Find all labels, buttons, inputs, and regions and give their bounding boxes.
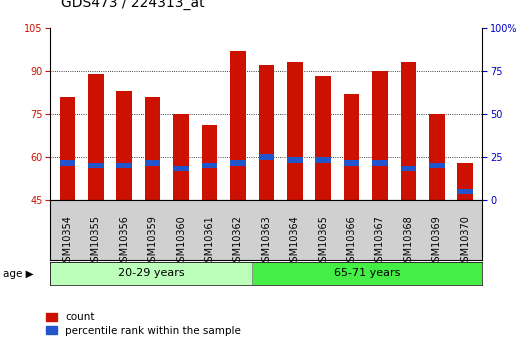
Bar bbox=[259, 65, 274, 200]
Bar bbox=[315, 77, 331, 200]
Bar bbox=[202, 125, 217, 200]
Text: age ▶: age ▶ bbox=[3, 269, 33, 279]
Bar bbox=[173, 166, 189, 171]
Bar bbox=[59, 160, 75, 166]
Bar bbox=[252, 262, 482, 285]
Bar bbox=[429, 114, 445, 200]
Bar bbox=[344, 160, 359, 166]
Bar bbox=[457, 189, 473, 194]
Legend: count, percentile rank within the sample: count, percentile rank within the sample bbox=[42, 308, 245, 340]
Bar bbox=[230, 160, 246, 166]
Bar bbox=[315, 157, 331, 163]
Text: 65-71 years: 65-71 years bbox=[334, 268, 400, 278]
Bar bbox=[145, 160, 161, 166]
Bar bbox=[202, 163, 217, 168]
Bar bbox=[287, 62, 303, 200]
Bar bbox=[50, 262, 252, 285]
Bar bbox=[287, 157, 303, 163]
Bar bbox=[173, 114, 189, 200]
Bar bbox=[230, 51, 246, 200]
Bar bbox=[457, 163, 473, 200]
Bar bbox=[372, 160, 388, 166]
Bar bbox=[429, 163, 445, 168]
Bar bbox=[59, 97, 75, 200]
Bar bbox=[344, 94, 359, 200]
Bar bbox=[117, 91, 132, 200]
Bar bbox=[259, 154, 274, 160]
Bar bbox=[117, 163, 132, 168]
Bar bbox=[88, 163, 104, 168]
Text: 20-29 years: 20-29 years bbox=[118, 268, 184, 278]
Bar bbox=[401, 62, 416, 200]
Bar bbox=[145, 97, 161, 200]
Bar bbox=[372, 71, 388, 200]
Bar bbox=[88, 73, 104, 200]
Bar bbox=[401, 166, 416, 171]
Text: GDS473 / 224313_at: GDS473 / 224313_at bbox=[61, 0, 205, 10]
